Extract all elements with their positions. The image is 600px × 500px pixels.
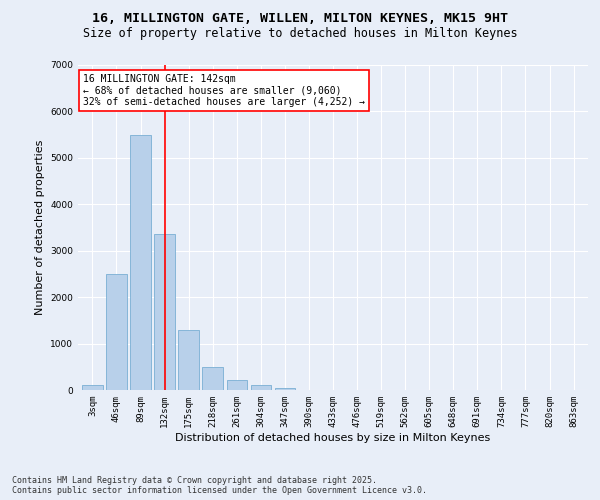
Bar xyxy=(106,274,127,390)
Text: 16 MILLINGTON GATE: 142sqm
← 68% of detached houses are smaller (9,060)
32% of s: 16 MILLINGTON GATE: 142sqm ← 68% of deta… xyxy=(83,74,365,108)
Text: Size of property relative to detached houses in Milton Keynes: Size of property relative to detached ho… xyxy=(83,28,517,40)
Bar xyxy=(227,380,247,390)
Bar xyxy=(178,330,199,390)
Bar xyxy=(82,386,103,390)
Bar xyxy=(154,234,175,390)
Bar xyxy=(251,386,271,390)
Bar xyxy=(130,134,151,390)
Y-axis label: Number of detached properties: Number of detached properties xyxy=(35,140,44,315)
X-axis label: Distribution of detached houses by size in Milton Keynes: Distribution of detached houses by size … xyxy=(175,432,491,442)
Text: 16, MILLINGTON GATE, WILLEN, MILTON KEYNES, MK15 9HT: 16, MILLINGTON GATE, WILLEN, MILTON KEYN… xyxy=(92,12,508,26)
Bar xyxy=(275,388,295,390)
Text: Contains HM Land Registry data © Crown copyright and database right 2025.
Contai: Contains HM Land Registry data © Crown c… xyxy=(12,476,427,495)
Bar xyxy=(202,367,223,390)
